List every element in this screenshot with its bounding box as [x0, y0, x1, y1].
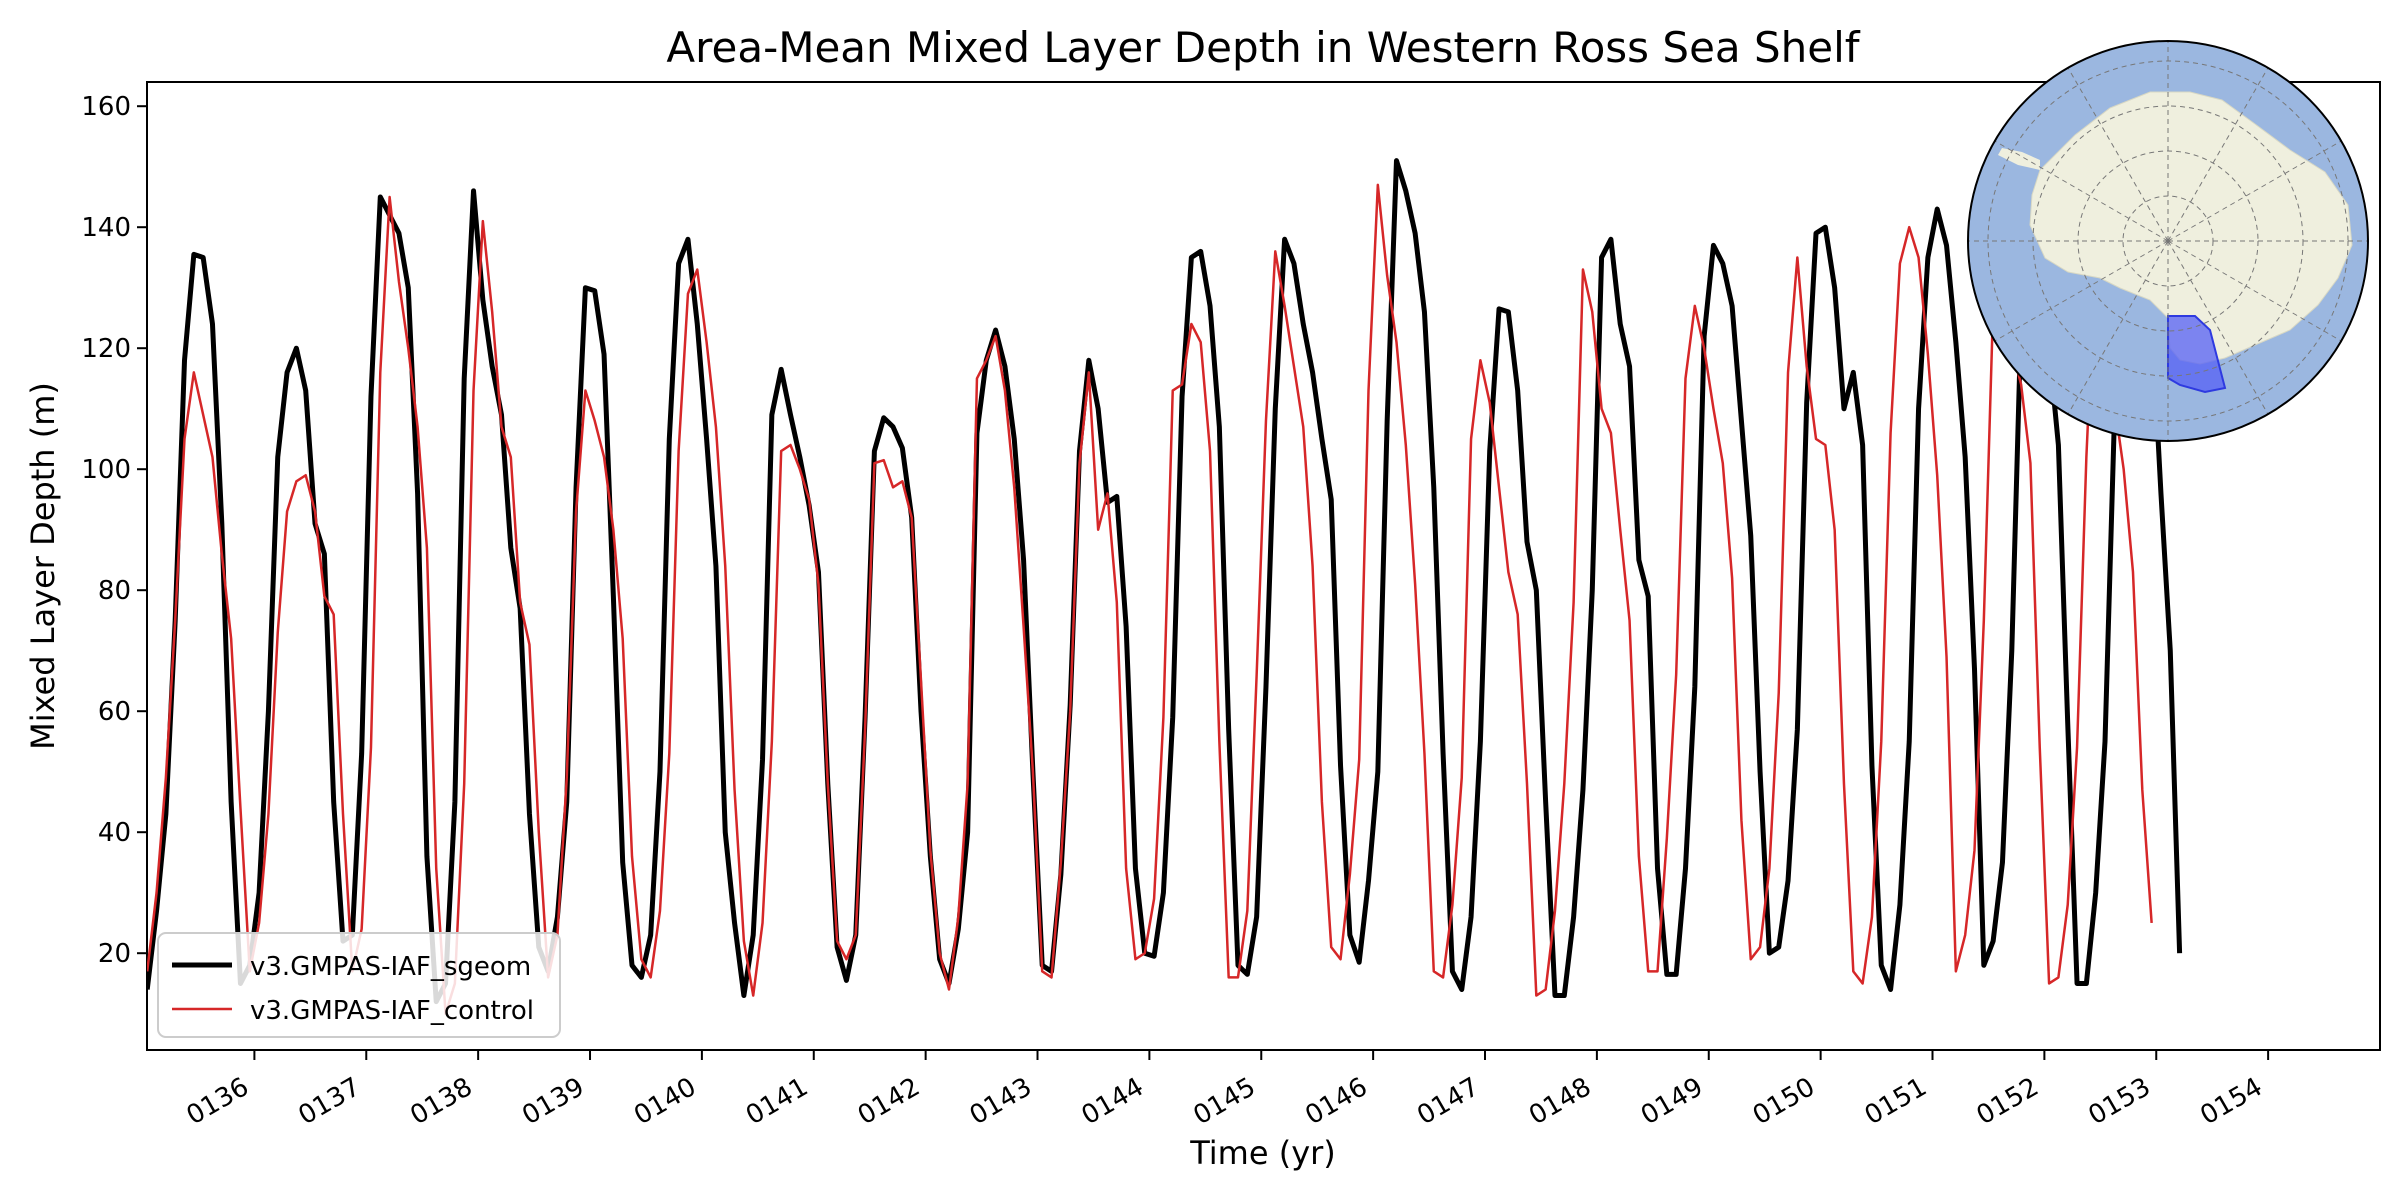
y-tick-label: 100: [81, 455, 131, 485]
graticule-meridian: [2167, 240, 2269, 415]
x-tick-label: 0148: [1524, 1072, 1596, 1131]
graticule-meridian: [2167, 67, 2269, 242]
x-axis: 0136 0137 0138 0139 0140 0141 0142 0143 0144 0145…: [182, 1050, 2270, 1131]
inset-graticule: [1968, 41, 2368, 441]
series-line-control: [147, 183, 2153, 1015]
inset-map: [1967, 40, 2369, 442]
x-tick-label: 0144: [1077, 1072, 1149, 1131]
graticule-meridian: [2067, 240, 2169, 415]
legend-frame: [157, 932, 561, 1038]
y-axis-label: Mixed Layer Depth (m): [24, 382, 62, 750]
chart-title: Area-Mean Mixed Layer Depth in Western R…: [666, 23, 1860, 72]
graticule-meridian: [1994, 140, 2169, 242]
x-tick-label: 0150: [1748, 1072, 1820, 1131]
y-tick-label: 120: [81, 334, 131, 364]
x-tick-label: 0147: [1412, 1072, 1484, 1131]
x-tick-label: 0136: [182, 1072, 254, 1131]
x-tick-label: 0138: [405, 1072, 477, 1131]
x-tick-label: 0140: [629, 1072, 701, 1131]
inset-antarctica-land: [2029, 91, 2353, 365]
series-layer: [147, 158, 2183, 1015]
graticule-meridian: [2167, 140, 2342, 242]
y-axis: 20 40 60 80 100 120 140 160: [81, 92, 147, 969]
inset-peninsula-land: [1998, 148, 2040, 170]
x-tick-label: 0141: [741, 1072, 813, 1131]
y-tick-label: 160: [81, 92, 131, 122]
y-tick-label: 40: [98, 818, 131, 848]
x-tick-label: 0146: [1300, 1072, 1372, 1131]
y-tick-label: 140: [81, 213, 131, 243]
graticule-meridian: [2167, 240, 2342, 342]
graticule-meridian: [2067, 67, 2169, 242]
y-tick-label: 80: [98, 576, 131, 606]
legend-label-sgeom: v3.GMPAS-IAF_sgeom: [250, 952, 531, 982]
y-tick-label: 20: [98, 939, 131, 969]
x-tick-label: 0151: [1860, 1072, 1932, 1131]
x-tick-label: 0149: [1636, 1072, 1708, 1131]
series-line-sgeom: [147, 158, 2183, 1005]
legend[interactable]: v3.GMPAS-IAF_sgeom v3.GMPAS-IAF_control: [157, 932, 561, 1038]
inset-globe-border: [1967, 40, 2369, 442]
x-tick-label: 0143: [965, 1072, 1037, 1131]
x-tick-label: 0139: [517, 1072, 589, 1131]
x-tick-label: 0153: [2083, 1072, 2155, 1131]
x-axis-label: Time (yr): [1189, 1134, 1336, 1172]
x-tick-label: 0142: [853, 1072, 925, 1131]
x-tick-label: 0145: [1188, 1072, 1260, 1131]
y-tick-label: 60: [98, 697, 131, 727]
x-tick-label: 0152: [1972, 1072, 2044, 1131]
inset-region-highlight: [2167, 315, 2227, 394]
graticule-meridian: [1994, 240, 2169, 342]
x-tick-label: 0154: [2195, 1072, 2267, 1131]
x-tick-label: 0137: [293, 1072, 365, 1131]
legend-label-control: v3.GMPAS-IAF_control: [250, 996, 534, 1026]
